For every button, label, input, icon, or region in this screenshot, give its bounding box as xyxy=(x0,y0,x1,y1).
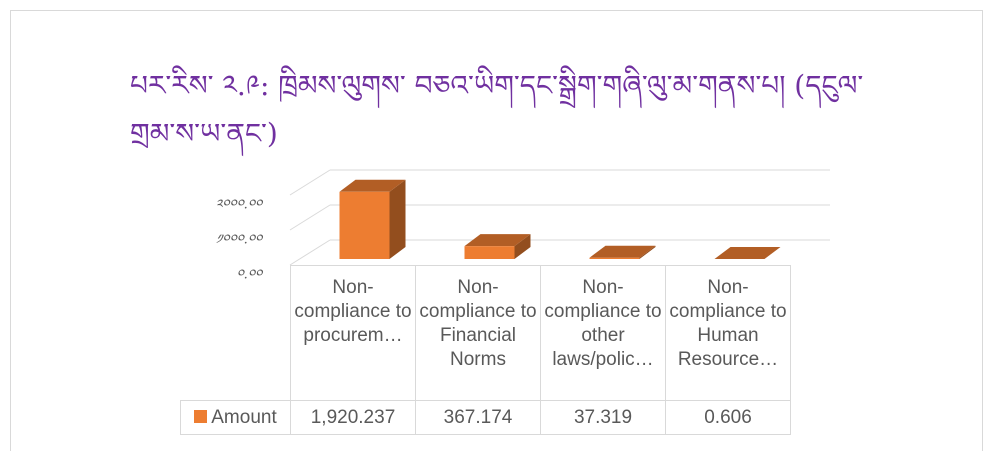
value-cell: 367.174 xyxy=(415,400,541,435)
bar-side xyxy=(764,246,781,259)
bar xyxy=(589,257,640,259)
grid-line xyxy=(289,239,331,266)
category-cell: Non-compliance to procurem… xyxy=(290,265,416,401)
chart-frame xyxy=(10,10,983,451)
grid-line xyxy=(289,204,331,231)
bar-top xyxy=(339,179,406,192)
bar-side xyxy=(514,234,531,259)
bar-side xyxy=(639,245,656,259)
category-cell: Non-compliance to other laws/polic… xyxy=(540,265,666,401)
bar-top xyxy=(714,246,781,259)
y-tick-label: ༢༠༠༠.༠༠ xyxy=(215,198,263,213)
value-cell: 0.606 xyxy=(665,400,791,435)
y-tick-label: ༠.༠༠ xyxy=(236,268,263,283)
bar-top xyxy=(589,245,656,258)
bar xyxy=(464,246,515,259)
bar-top xyxy=(464,234,531,247)
grid-line xyxy=(289,169,331,196)
value-cell: 1,920.237 xyxy=(290,400,416,435)
bar-side xyxy=(389,179,406,259)
y-tick-label: ༡༠༠༠.༠༠ xyxy=(216,233,264,248)
value-cell: 37.319 xyxy=(540,400,666,435)
legend-swatch xyxy=(194,410,208,423)
bar xyxy=(339,191,390,259)
chart-title: པར་རིས་ ༢.༩: ཁྲིམས་ལུགས་ བཅའ་ཡིག་དང་སྒྲི… xyxy=(130,69,864,150)
category-cell: Non-compliance to Financial Norms xyxy=(415,265,541,401)
category-cell: Non-compliance to Human Resource… xyxy=(665,265,791,401)
legend-cell: Amount xyxy=(180,400,291,435)
legend-label: Amount xyxy=(211,407,277,428)
